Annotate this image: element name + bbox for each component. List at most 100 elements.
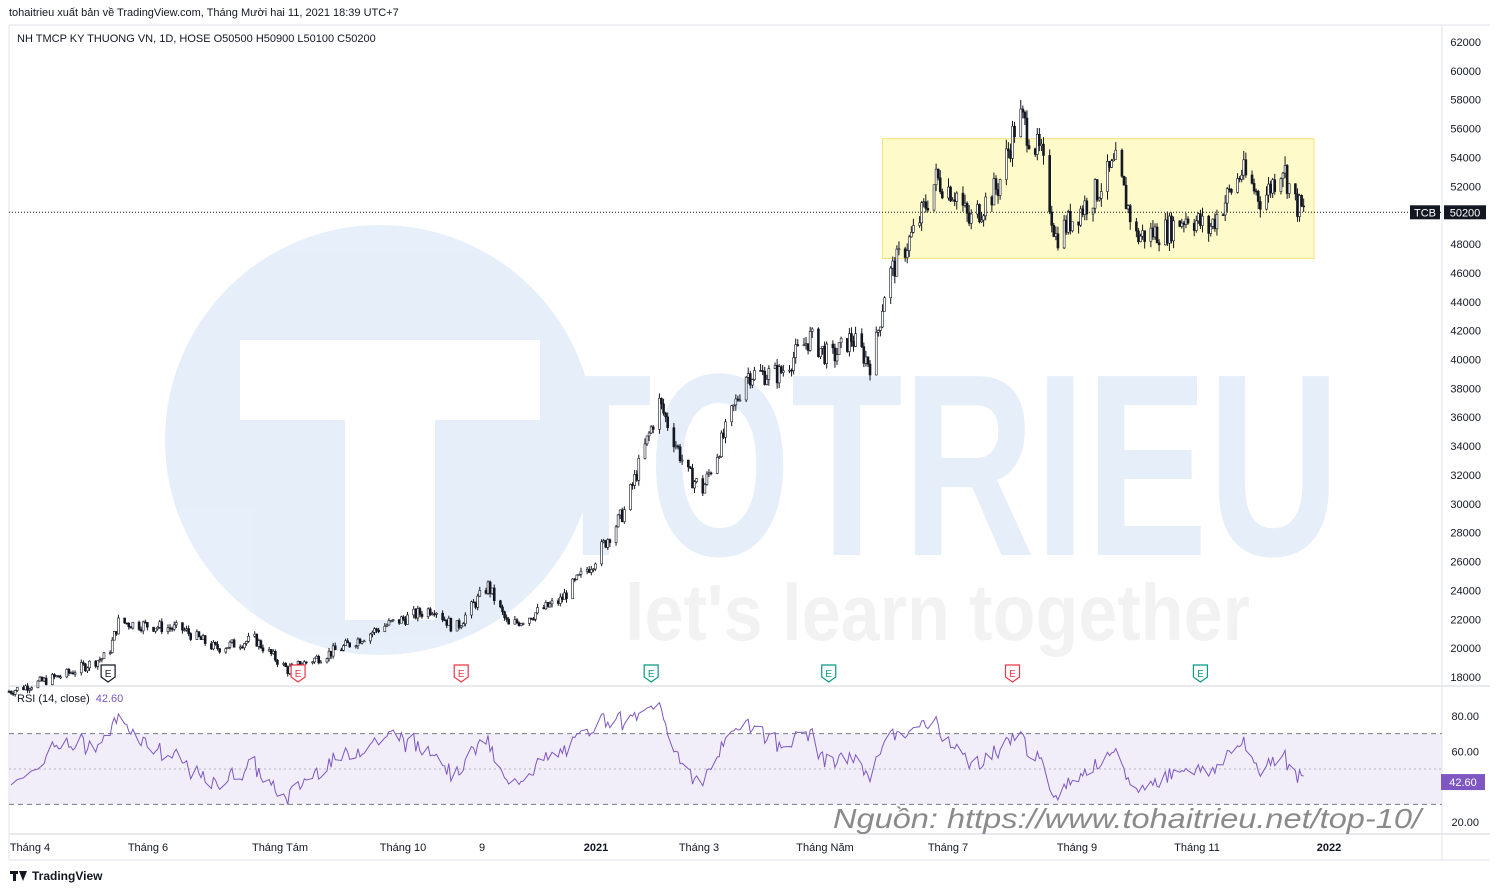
candle-body: [850, 333, 853, 342]
candle-body: [839, 338, 843, 343]
price-tick-label: 20000: [1450, 643, 1481, 655]
candle-body: [1040, 143, 1043, 147]
earnings-marker-label: E: [1197, 669, 1204, 680]
rsi-line: [10, 701, 1304, 805]
time-tick-label: 2021: [584, 842, 608, 854]
candle-body: [1083, 200, 1087, 215]
candle-body: [82, 662, 85, 665]
candle-body: [67, 669, 71, 674]
candle-body: [329, 650, 333, 657]
candle-body: [24, 685, 27, 691]
candle-body: [65, 669, 69, 678]
rsi-title: RSI (14, close) 42.60: [17, 693, 123, 705]
candle-body: [327, 650, 331, 659]
candle-body: [1271, 179, 1274, 194]
candle-body: [26, 685, 29, 691]
candle-body: [1120, 149, 1124, 177]
candle-body: [819, 348, 822, 357]
candle-body: [102, 652, 106, 659]
rsi-title-value: 42.60: [95, 693, 124, 705]
candle-body: [1108, 161, 1111, 168]
candle-body: [1256, 190, 1260, 202]
candle-body: [808, 331, 812, 351]
earnings-marker[interactable]: E: [1192, 664, 1209, 683]
candle-body: [1071, 221, 1074, 232]
candle-body: [1213, 218, 1217, 230]
earnings-marker[interactable]: E: [1004, 664, 1021, 683]
candle-body: [40, 676, 44, 682]
candle-body: [585, 568, 589, 572]
candle-body: [86, 667, 89, 672]
candle-body: [763, 370, 767, 385]
candle-body: [643, 443, 647, 459]
candle-body: [587, 568, 591, 573]
candle-body: [765, 379, 769, 385]
candle-body: [618, 509, 622, 516]
candle-body: [556, 600, 560, 604]
candle-body: [174, 622, 178, 626]
candle-body: [678, 446, 682, 461]
candle-body: [1254, 190, 1258, 193]
candle-body: [397, 619, 401, 624]
price-tick-label: 24000: [1450, 585, 1481, 597]
candle-body: [402, 616, 405, 620]
ticker-tag: [1410, 205, 1440, 220]
time-tick-label: Tháng 3: [679, 842, 719, 854]
watermark-tagline-text: let's learn together: [625, 568, 1250, 657]
candle-body: [212, 641, 215, 650]
tradingview-footer[interactable]: TradingView: [10, 869, 102, 883]
earnings-marker[interactable]: E: [453, 664, 469, 683]
candle-body: [1197, 213, 1200, 222]
price-tick-label: 42000: [1450, 326, 1481, 338]
earnings-marker[interactable]: E: [821, 664, 837, 683]
candle-body: [428, 608, 432, 615]
earnings-marker-label: E: [105, 669, 112, 680]
candle-body: [141, 621, 145, 632]
candle-body: [247, 635, 250, 642]
candle-body: [604, 540, 608, 548]
candle-body: [1258, 201, 1262, 210]
candle-body: [559, 596, 562, 604]
candle-body: [210, 643, 213, 650]
candle-body: [796, 344, 800, 346]
candle-body: [722, 432, 725, 438]
candle-body: [1228, 188, 1231, 191]
candle-body: [635, 474, 639, 481]
candle-body: [168, 627, 172, 630]
price-tick-label: 40000: [1450, 355, 1481, 367]
candle-body: [965, 202, 969, 214]
rsi-tick-label: 20.00: [1451, 817, 1479, 829]
candle-body: [1192, 222, 1196, 231]
rsi-axis[interactable]: 80.00 60.00 20.00: [1451, 711, 1479, 829]
candle-body: [689, 466, 692, 469]
candle-body: [84, 663, 87, 672]
earnings-marker[interactable]: E: [100, 664, 116, 683]
candle-body: [922, 201, 926, 204]
candle-body: [864, 356, 868, 364]
candle-body: [767, 368, 771, 380]
candle-body: [918, 222, 921, 226]
candle-body: [848, 333, 851, 352]
candle-body: [1062, 219, 1066, 249]
candle-body: [1054, 233, 1058, 237]
candle-body: [137, 621, 141, 630]
candle-body: [356, 638, 360, 647]
earnings-marker[interactable]: E: [290, 664, 306, 683]
candle-body: [317, 656, 321, 664]
time-axis[interactable]: Tháng 4 Tháng 6 Tháng Tám Tháng 10 9 2021 Thán…: [10, 842, 1341, 854]
candle-body: [404, 618, 407, 625]
candle-body: [199, 636, 203, 640]
candle-body: [1223, 202, 1227, 216]
candle-body: [548, 603, 552, 608]
candle-body: [214, 641, 217, 645]
candle-body: [589, 569, 593, 573]
candle-body: [546, 602, 550, 608]
price-tick-label: 34000: [1450, 441, 1481, 453]
candle-body: [232, 639, 236, 648]
price-axis[interactable]: 62000 60000 58000 56000 54000 52000 48000 46000…: [1450, 37, 1481, 684]
price-tick-label: 32000: [1450, 470, 1481, 482]
earnings-marker[interactable]: E: [643, 664, 659, 683]
price-tick-label: 30000: [1450, 499, 1481, 511]
last-price-label: TCB 50200: [1410, 205, 1486, 220]
